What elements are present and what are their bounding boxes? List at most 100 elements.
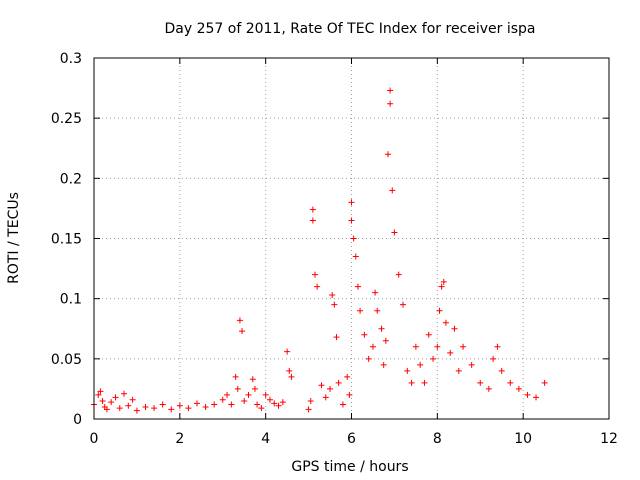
data-point <box>245 391 252 398</box>
data-point <box>335 379 342 386</box>
data-point <box>258 405 265 412</box>
data-point <box>232 373 239 380</box>
data-point <box>436 307 443 314</box>
data-point <box>314 283 321 290</box>
data-point <box>275 402 282 409</box>
data-point <box>194 400 200 407</box>
data-point <box>455 367 462 374</box>
data-point <box>288 373 295 380</box>
data-point <box>133 407 140 414</box>
data-point <box>442 319 449 326</box>
data-point <box>176 402 183 409</box>
data-point <box>202 403 209 410</box>
data-point <box>339 401 346 408</box>
data-point <box>494 343 501 350</box>
data-point <box>168 406 175 413</box>
data-point <box>372 289 379 296</box>
data-point <box>219 396 226 403</box>
data-point <box>234 385 241 392</box>
data-point <box>389 187 396 194</box>
y-tick-labels: 0 0.05 0.1 0.15 0.2 0.25 0.3 <box>51 51 82 428</box>
data-point <box>352 253 359 260</box>
data-point <box>350 235 357 242</box>
data-point <box>408 379 415 386</box>
chart-title: Day 257 of 2011, Rate Of TEC Index for r… <box>164 21 535 37</box>
data-point <box>151 405 158 412</box>
y-tick-label: 0.15 <box>51 232 82 248</box>
x-tick-label: 10 <box>514 431 532 447</box>
data-point <box>305 406 312 413</box>
data-point <box>307 397 314 404</box>
data-point <box>322 394 329 401</box>
data-point <box>460 343 467 350</box>
data-point <box>333 334 340 341</box>
data-point <box>357 307 364 314</box>
data-point <box>254 401 261 408</box>
data-point <box>507 379 514 386</box>
data-point <box>354 283 361 290</box>
data-point <box>348 217 355 224</box>
data-point <box>348 199 355 206</box>
data-point <box>384 151 391 158</box>
data-point <box>485 385 492 392</box>
x-tick-labels: 0 2 4 6 8 10 12 <box>90 431 618 447</box>
y-tick-label: 0.3 <box>60 51 82 67</box>
data-point <box>159 401 166 408</box>
data-point <box>266 396 273 403</box>
data-point <box>228 401 235 408</box>
data-point <box>451 325 458 332</box>
data-point <box>361 331 368 338</box>
data-point <box>95 391 102 398</box>
data-point <box>412 343 419 350</box>
y-tick-label: 0 <box>73 412 82 428</box>
data-point <box>468 361 475 368</box>
x-tick-label: 12 <box>600 431 618 447</box>
y-tick-label: 0.1 <box>60 292 82 308</box>
data-point <box>211 401 218 408</box>
data-point <box>331 301 338 308</box>
data-point <box>404 367 411 374</box>
x-tick-label: 4 <box>261 431 270 447</box>
data-point <box>284 348 291 355</box>
data-point <box>239 328 246 335</box>
data-point <box>236 317 243 324</box>
data-point <box>400 301 406 308</box>
data-point <box>129 396 136 403</box>
data-point <box>447 349 454 356</box>
data-point <box>378 325 385 332</box>
data-point <box>425 331 432 338</box>
data-point <box>262 391 269 398</box>
data-point <box>380 361 387 368</box>
data-point <box>329 292 336 299</box>
data-point <box>286 367 293 374</box>
data-point <box>477 379 484 386</box>
y-tick-label: 0.25 <box>51 111 82 127</box>
data-point <box>344 373 351 380</box>
y-axis-label: ROTI / TECUs <box>6 192 22 284</box>
data-point <box>224 391 231 398</box>
x-tick-label: 2 <box>175 431 184 447</box>
data-point <box>365 355 372 362</box>
data-point <box>116 405 123 412</box>
data-point <box>440 278 447 285</box>
data-point <box>387 100 394 107</box>
data-point <box>121 390 128 397</box>
data-point <box>249 376 256 383</box>
data-point <box>108 399 115 406</box>
data-point <box>421 379 428 386</box>
data-point <box>241 397 248 404</box>
y-tick-label: 0.05 <box>51 352 82 368</box>
x-tick-label: 6 <box>347 431 356 447</box>
data-point <box>185 405 192 412</box>
x-axis-label: GPS time / hours <box>291 459 408 475</box>
x-tick-label: 8 <box>433 431 442 447</box>
data-point <box>374 307 381 314</box>
data-point <box>309 217 316 224</box>
data-point <box>395 271 402 278</box>
x-tick-label: 0 <box>90 431 99 447</box>
data-point <box>103 406 110 413</box>
data-point <box>541 379 548 386</box>
data-point <box>498 367 505 374</box>
data-point <box>524 391 531 398</box>
data-point <box>490 355 497 362</box>
